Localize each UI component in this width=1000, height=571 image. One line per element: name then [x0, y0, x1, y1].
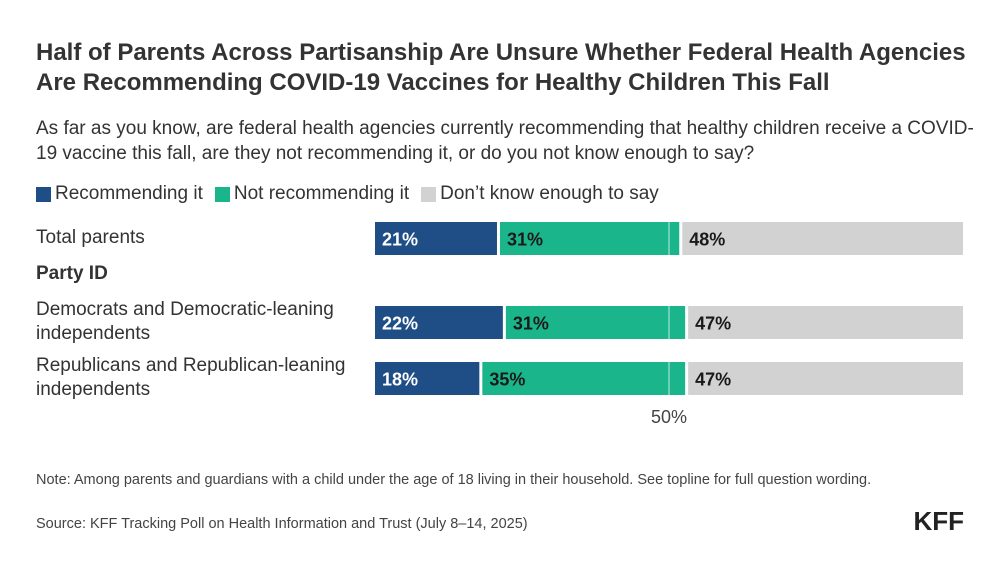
legend-label-dont-know: Don’t know enough to say [440, 183, 659, 204]
row-label-total-parents: Total parents [36, 227, 145, 248]
data-label-recommending-row-1: 21% [382, 230, 418, 250]
legend: Recommending it Not recommending it Don’… [36, 183, 671, 205]
bar-not-recommending-row-3 [482, 362, 686, 395]
legend-item-not-recommending: Not recommending it [214, 183, 410, 205]
bar-recommending-row-2 [375, 306, 503, 339]
bar-recommending-row-1 [375, 222, 497, 255]
chart-subtitle: As far as you know, are federal health a… [36, 118, 974, 164]
bar-not-recommending-row-1 [499, 222, 680, 255]
bar-dont-know-row-1 [682, 222, 963, 255]
source-note: Source: KFF Tracking Poll on Health Info… [36, 516, 528, 532]
data-label-dont-know-row-2: 47% [695, 314, 731, 334]
legend-swatch-dont-know [421, 186, 437, 202]
legend-swatch-not-recommending [214, 186, 230, 202]
footnote: Note: Among parents and guardians with a… [36, 472, 872, 488]
bar-not-recommending-row-2 [505, 306, 686, 339]
data-label-dont-know-row-1: 48% [689, 230, 725, 250]
chart-title: Half of Parents Across Partisanship Are … [36, 39, 966, 96]
data-label-recommending-row-3: 18% [382, 370, 418, 390]
bar-dont-know-row-2 [688, 306, 963, 339]
bar-recommending-row-3 [375, 362, 480, 395]
legend-item-dont-know: Don’t know enough to say [421, 183, 659, 205]
data-label-recommending-row-2: 22% [382, 314, 418, 334]
kff-logo: KFF [913, 506, 964, 536]
data-label-dont-know-row-3: 47% [695, 370, 731, 390]
row-label-democrats: Democrats and Democratic-leaning indepen… [36, 299, 334, 344]
bar-chart: 21% 31% 48% 22% 31% 47% 18% 35% 47% 50% [375, 220, 963, 427]
reference-line-label: 50% [651, 407, 687, 427]
legend-item-recommending: Recommending it [36, 183, 203, 205]
row-label-republicans: Republicans and Republican-leaning indep… [36, 355, 346, 400]
legend-label-recommending: Recommending it [55, 183, 203, 204]
data-label-not-recommending-row-3: 35% [489, 370, 525, 390]
legend-swatch-recommending [36, 186, 51, 202]
data-label-not-recommending-row-1: 31% [507, 230, 543, 250]
bar-dont-know-row-3 [688, 362, 963, 395]
data-label-not-recommending-row-2: 31% [513, 314, 549, 334]
group-label-party-id: Party ID [36, 263, 108, 284]
legend-label-not-recommending: Not recommending it [233, 183, 410, 204]
